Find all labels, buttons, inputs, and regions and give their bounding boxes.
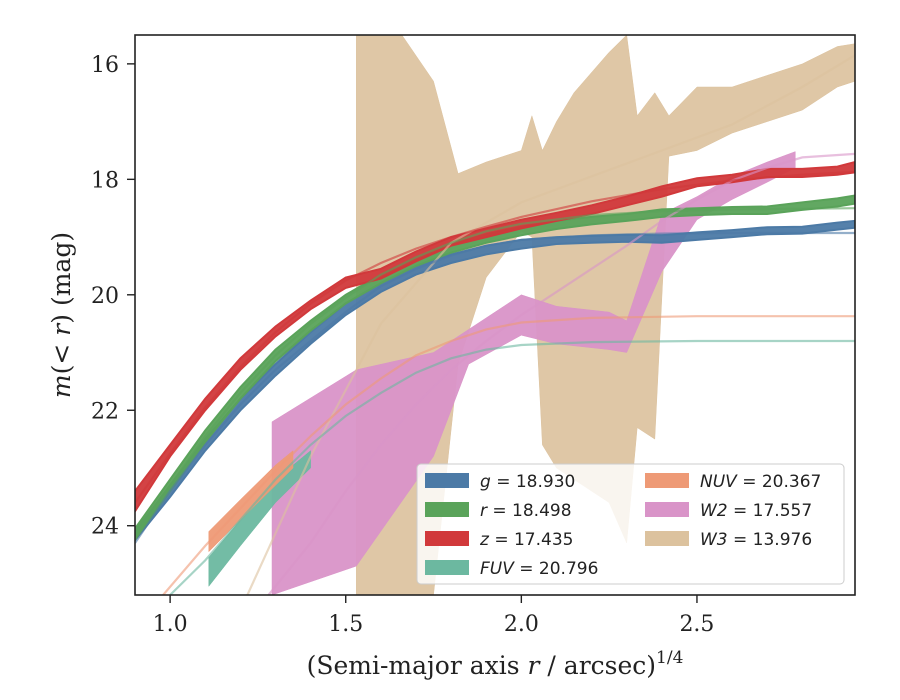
- legend-label-r: r = 18.498: [480, 501, 572, 521]
- legend-label-g: g = 18.930: [480, 472, 575, 492]
- legend: g = 18.930 r = 18.498 z = 17.435 FUV = 20.7…: [416, 463, 845, 585]
- legend-box: [416, 463, 845, 585]
- legend-label-nuv: NUV = 20.367: [700, 472, 821, 492]
- x-tick-label: 2.0: [504, 612, 539, 637]
- y-axis-title: m(< r) (mag): [47, 232, 76, 398]
- legend-label-z: z = 17.435: [479, 530, 573, 550]
- legend-label-w3: W3 = 13.976: [700, 530, 812, 550]
- x-axis-ticks: 1.0 1.5 2.0 2.5: [153, 595, 714, 637]
- fit-curve-g: [135, 231, 855, 544]
- plot-area: [135, 35, 855, 595]
- legend-swatch-nuv: [645, 473, 689, 488]
- x-tick-label: 2.5: [679, 612, 714, 637]
- legend-swatch-fuv: [425, 560, 469, 575]
- legend-swatch-g: [425, 473, 469, 488]
- y-tick-label: 20: [91, 284, 119, 309]
- legend-label-fuv: FUV = 20.796: [480, 559, 598, 579]
- y-tick-label: 16: [91, 53, 119, 78]
- fit-curve-nuv: [162, 315, 855, 595]
- band-w2: [271, 151, 796, 595]
- fit-curve-w3: [246, 54, 855, 595]
- legend-swatch-z: [425, 531, 469, 546]
- y-tick-label: 18: [91, 168, 119, 193]
- legend-label-w2: W2 = 17.557: [700, 501, 812, 521]
- legend-swatch-w2: [645, 502, 689, 517]
- x-axis-title: (Semi-major axis r / arcsec)1/4: [307, 648, 684, 680]
- x-tick-label: 1.0: [153, 612, 188, 637]
- fit-curve-w2: [267, 152, 855, 595]
- series-bands: [135, 35, 855, 595]
- fit-curve-r: [135, 207, 855, 538]
- y-axis-ticks: 16 18 20 22 24: [91, 53, 135, 540]
- y-tick-label: 22: [91, 399, 119, 424]
- plot-frame: [134, 34, 856, 596]
- legend-swatch-r: [425, 502, 469, 517]
- legend-swatch-w3: [645, 531, 689, 546]
- fit-curve-fuv: [169, 339, 855, 595]
- series-fit-curves: [135, 54, 855, 595]
- x-tick-label: 1.5: [328, 612, 363, 637]
- band-z: [135, 160, 855, 514]
- y-tick-label: 24: [91, 515, 119, 540]
- fit-curve-z: [135, 170, 855, 504]
